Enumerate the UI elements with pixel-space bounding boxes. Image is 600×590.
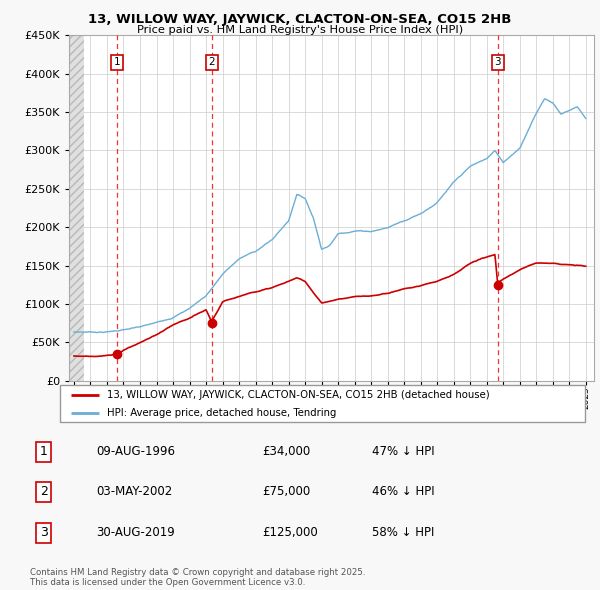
Text: £34,000: £34,000 — [262, 445, 310, 458]
Text: £125,000: £125,000 — [262, 526, 317, 539]
Text: 3: 3 — [40, 526, 48, 539]
Text: HPI: Average price, detached house, Tendring: HPI: Average price, detached house, Tend… — [107, 408, 337, 418]
Text: 1: 1 — [114, 57, 121, 67]
Text: 03-MAY-2002: 03-MAY-2002 — [96, 486, 172, 499]
Text: 13, WILLOW WAY, JAYWICK, CLACTON-ON-SEA, CO15 2HB (detached house): 13, WILLOW WAY, JAYWICK, CLACTON-ON-SEA,… — [107, 390, 490, 400]
Text: Contains HM Land Registry data © Crown copyright and database right 2025.
This d: Contains HM Land Registry data © Crown c… — [30, 568, 365, 587]
Bar — [69, 35, 84, 381]
Text: 13, WILLOW WAY, JAYWICK, CLACTON-ON-SEA, CO15 2HB: 13, WILLOW WAY, JAYWICK, CLACTON-ON-SEA,… — [88, 13, 512, 26]
Text: 09-AUG-1996: 09-AUG-1996 — [96, 445, 175, 458]
Text: Price paid vs. HM Land Registry's House Price Index (HPI): Price paid vs. HM Land Registry's House … — [137, 25, 463, 35]
Text: 1: 1 — [40, 445, 48, 458]
Text: 2: 2 — [40, 486, 48, 499]
Text: £75,000: £75,000 — [262, 486, 310, 499]
Text: 46% ↓ HPI: 46% ↓ HPI — [372, 486, 435, 499]
Text: 3: 3 — [494, 57, 501, 67]
Text: 58% ↓ HPI: 58% ↓ HPI — [372, 526, 434, 539]
Text: 2: 2 — [208, 57, 215, 67]
FancyBboxPatch shape — [60, 385, 585, 422]
Text: 47% ↓ HPI: 47% ↓ HPI — [372, 445, 435, 458]
Text: 30-AUG-2019: 30-AUG-2019 — [96, 526, 175, 539]
